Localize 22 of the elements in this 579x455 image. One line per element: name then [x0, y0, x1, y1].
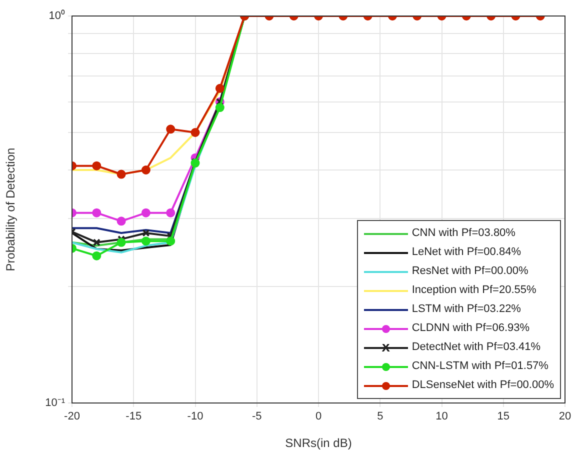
x-tick-label: 20 — [558, 410, 572, 423]
legend-label: DLSenseNet with Pf=00.00% — [412, 378, 554, 393]
x-tick-label: 0 — [315, 410, 322, 423]
legend-label: CNN with Pf=03.80% — [412, 226, 516, 241]
legend-label: LSTM with Pf=03.22% — [412, 302, 521, 317]
y-axis-title: Probability of Detection — [4, 148, 18, 272]
x-tick-label: 15 — [497, 410, 510, 423]
y-tick-label: 10⁰ — [48, 9, 65, 22]
x-tick-label: 5 — [377, 410, 384, 423]
x-tick-label: 10 — [436, 410, 448, 423]
x-axis-title: SNRs(in dB) — [285, 436, 352, 450]
legend-label: LeNet with Pf=00.84% — [412, 245, 521, 260]
legend-label: CNN-LSTM with Pf=01.57% — [412, 359, 548, 374]
legend-label: CLDNN with Pf=06.93% — [412, 321, 530, 336]
legend-label: Inception with Pf=20.55% — [412, 283, 536, 298]
y-tick-label: 10⁻¹ — [45, 397, 66, 410]
x-tick-label: -5 — [252, 410, 262, 423]
x-tick-label: -10 — [187, 410, 204, 423]
legend-label: DetectNet with Pf=03.41% — [412, 340, 541, 355]
x-tick-label: -20 — [64, 410, 80, 423]
x-tick-label: -15 — [126, 410, 142, 423]
legend-label: ResNet with Pf=00.00% — [412, 264, 528, 279]
